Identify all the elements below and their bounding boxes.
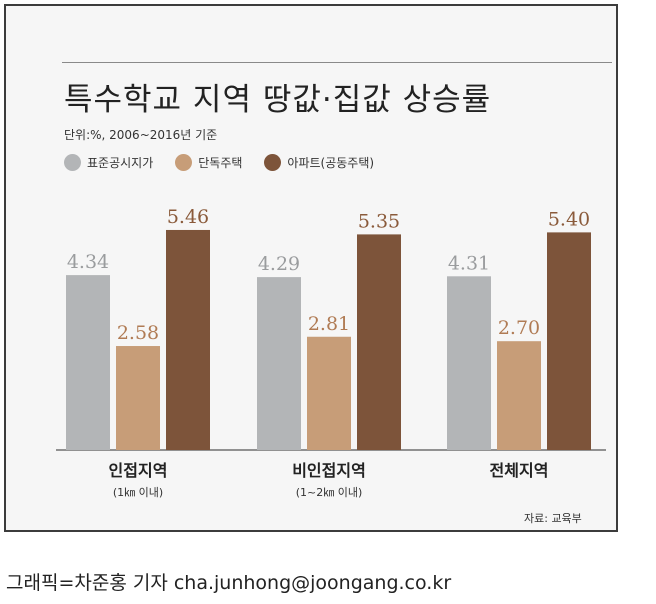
bar bbox=[307, 336, 351, 450]
category-sublabel: (1㎞ 이내) bbox=[113, 486, 163, 499]
data-label: 4.34 bbox=[67, 251, 109, 273]
legend-label-apartment: 아파트(공동주택) bbox=[287, 156, 375, 170]
data-label: 2.70 bbox=[498, 317, 540, 339]
legend-item-house: 단독주택 bbox=[175, 154, 242, 171]
bar bbox=[447, 276, 491, 450]
bar bbox=[166, 229, 210, 450]
bar bbox=[497, 341, 541, 450]
category-label: 전체지역 bbox=[490, 461, 549, 480]
legend: 표준공시지가 단독주택 아파트(공동주택) bbox=[64, 154, 396, 171]
chart-subtitle: 단위:%, 2006~2016년 기준 bbox=[64, 128, 218, 142]
data-label: 5.40 bbox=[548, 208, 590, 230]
data-label: 5.35 bbox=[358, 210, 400, 232]
top-rule bbox=[62, 62, 612, 63]
chart-title: 특수학교 지역 땅값·집값 상승률 bbox=[64, 82, 492, 118]
credit-line: 그래픽=차준홍 기자 cha.junhong@joongang.co.kr bbox=[6, 572, 452, 594]
legend-item-land: 표준공시지가 bbox=[64, 154, 153, 171]
legend-swatch-house bbox=[175, 154, 193, 171]
data-label: 4.31 bbox=[448, 252, 490, 274]
bar bbox=[547, 232, 591, 450]
data-label: 2.58 bbox=[117, 322, 159, 344]
category-sublabel: (1~2㎞ 이내) bbox=[296, 486, 363, 499]
source-note: 자료: 교육부 bbox=[524, 512, 582, 525]
data-label: 4.29 bbox=[258, 253, 300, 275]
category-label: 비인접지역 bbox=[292, 461, 366, 480]
category-label: 인접지역 bbox=[109, 461, 168, 480]
legend-item-apartment: 아파트(공동주택) bbox=[264, 154, 374, 171]
bar bbox=[66, 275, 110, 450]
legend-label-land: 표준공시지가 bbox=[87, 156, 154, 170]
bar bbox=[357, 234, 401, 450]
legend-label-house: 단독주택 bbox=[198, 156, 243, 170]
bar bbox=[257, 277, 301, 450]
legend-swatch-land bbox=[64, 154, 81, 171]
data-label: 5.46 bbox=[167, 206, 209, 228]
data-label: 2.81 bbox=[308, 313, 350, 335]
legend-swatch-apartment bbox=[264, 154, 282, 171]
bar bbox=[116, 346, 160, 450]
